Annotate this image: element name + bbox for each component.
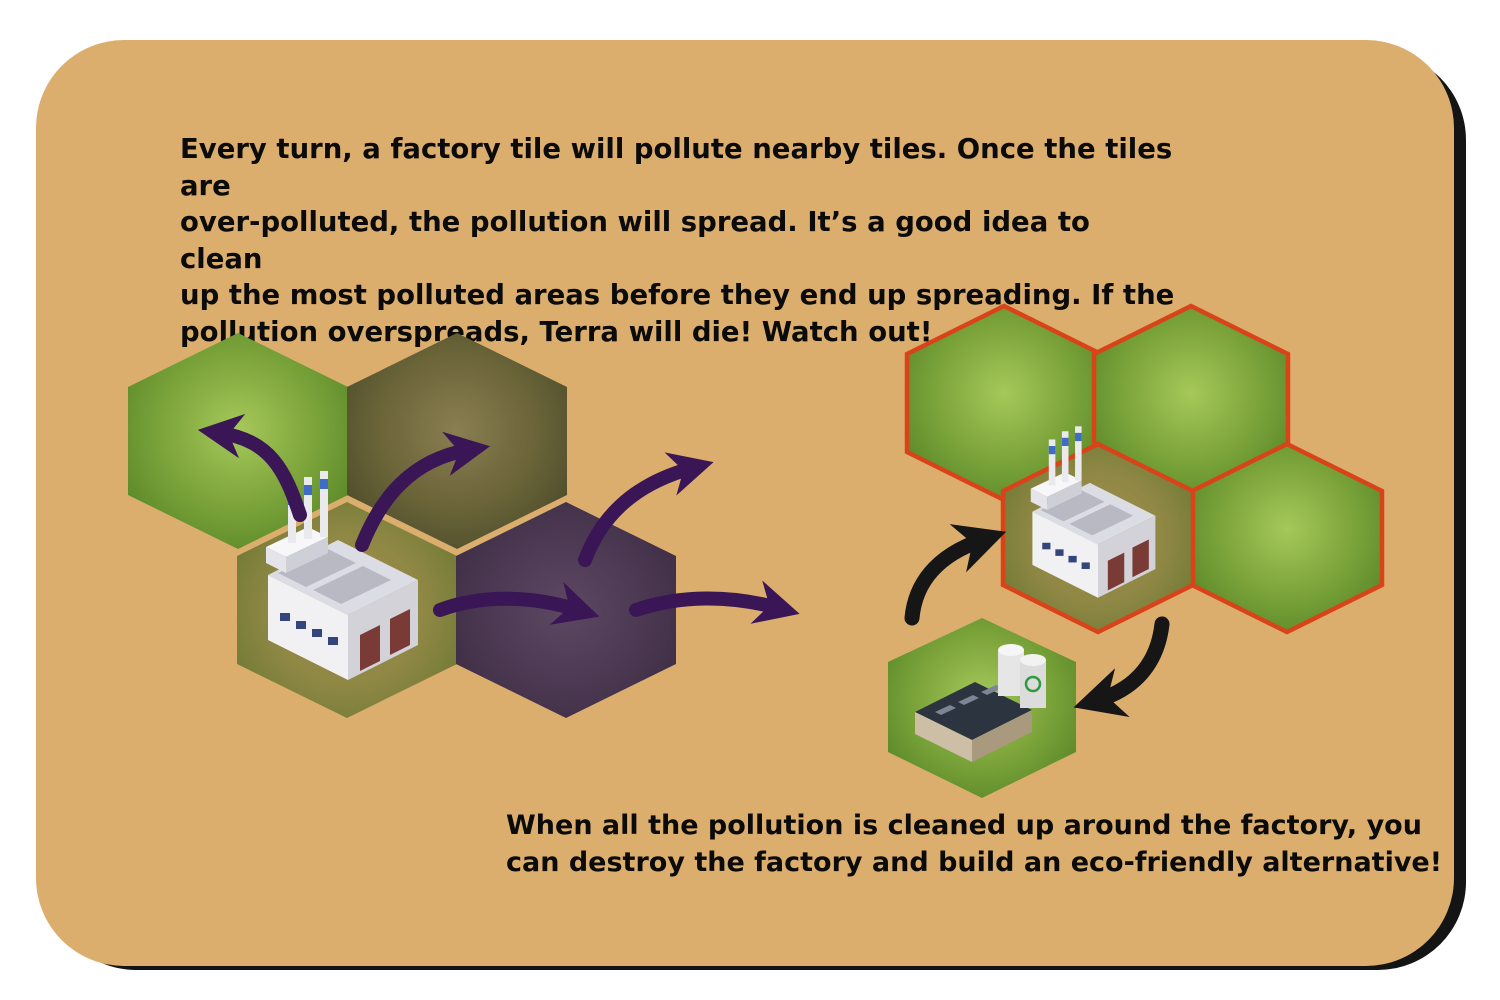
cycle-arrow-down: [1073, 616, 1170, 718]
cycle-arrow-up: [904, 524, 1007, 626]
intro-text: Every turn, a factory tile will pollute …: [180, 133, 1175, 348]
left-tile-group: [128, 333, 800, 718]
pollution-arrow-right-1: [433, 581, 600, 625]
right-tile-group: [888, 303, 1385, 798]
pollution-arrow-up-right: [355, 431, 491, 552]
cycle-arrows: [904, 524, 1170, 718]
recycle-icon: [1024, 675, 1042, 693]
pollution-arrows: [197, 413, 800, 625]
pollution-arrow-up-left: [197, 413, 307, 522]
outro-text: When all the pollution is cleaned up aro…: [506, 810, 1443, 878]
recycling-plant-icon: [915, 644, 1046, 762]
pollution-arrow-spread-right: [629, 580, 800, 624]
pollution-arrow-spread-up: [578, 452, 714, 567]
